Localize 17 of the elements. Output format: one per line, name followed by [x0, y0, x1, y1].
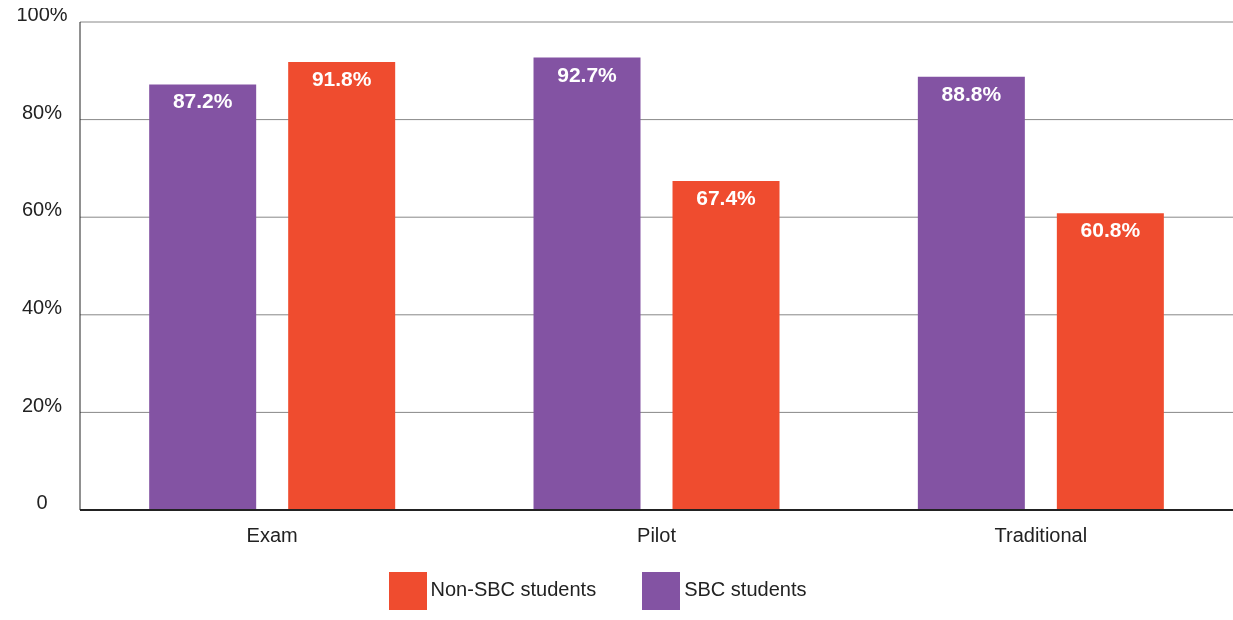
- y-tick-label: 0: [36, 491, 48, 514]
- x-tick-label: Pilot: [637, 524, 677, 547]
- data-label: 60.8%: [1080, 218, 1141, 242]
- y-tick-label: 80%: [21, 100, 63, 123]
- y-tick-label: 20%: [21, 393, 63, 416]
- x-tick-label: Exam: [246, 524, 298, 547]
- data-label: 67.4%: [696, 186, 757, 210]
- y-tick-label: 100%: [16, 3, 68, 26]
- y-tick-label: 60%: [21, 198, 63, 221]
- y-tick-label: 40%: [21, 295, 63, 318]
- data-label: 87.2%: [172, 89, 233, 113]
- data-label: 92.7%: [557, 62, 618, 86]
- data-label: 88.8%: [941, 81, 1002, 105]
- legend-label: Non-SBC students: [430, 578, 597, 601]
- legend-label: SBC students: [684, 578, 807, 601]
- data-label: 91.8%: [311, 67, 372, 91]
- x-tick-label: Traditional: [994, 524, 1088, 547]
